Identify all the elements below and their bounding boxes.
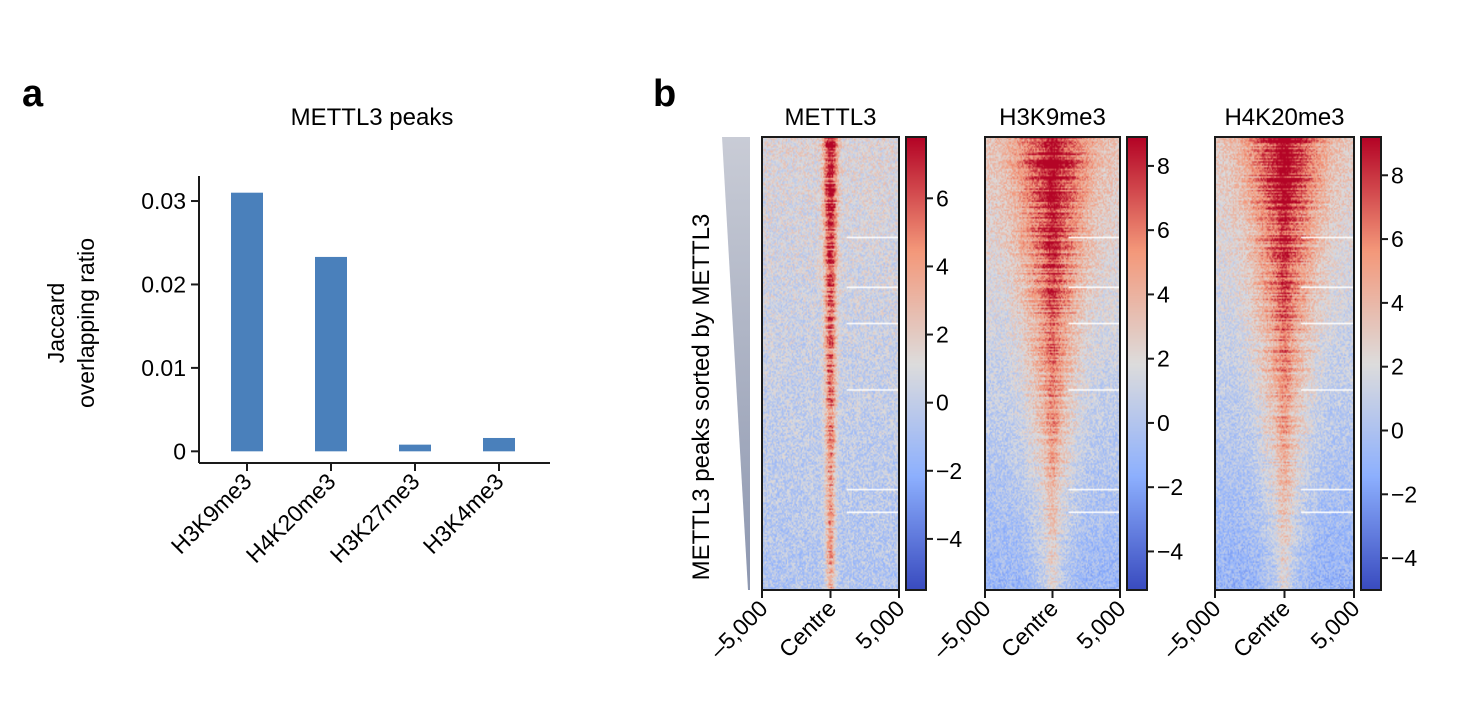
colorbar-tick-label: 8 xyxy=(1391,162,1404,188)
bar-chart: METTL3 peaks Jaccard overlapping ratio 0… xyxy=(43,104,550,568)
heatmap-x-tick-label: –5,000 xyxy=(704,595,772,663)
heatmap-x-tick-label: 5,000 xyxy=(1305,595,1364,654)
colorbar-frame xyxy=(1360,136,1382,591)
heatmap-panel-h4k20me3: H4K20me3 –5,000 Centre 5,000 −4 −2 0 2 4 6 8 xyxy=(1157,104,1417,663)
panel-label-b: b xyxy=(653,73,676,115)
bar-chart-ylabel-line-1: Jaccard xyxy=(43,283,69,364)
heatmap-x-tick-label: –5,000 xyxy=(1157,595,1225,663)
heatmap-x-tick-label: Centre xyxy=(1228,595,1295,662)
heatmap-image xyxy=(985,137,1120,590)
colorbar xyxy=(1361,137,1381,590)
bar-h4k20me3 xyxy=(315,256,347,452)
bar-h3k4me3 xyxy=(483,437,515,452)
heatmap-x-tick-label: Centre xyxy=(996,595,1063,662)
sort-order-wedge xyxy=(722,137,750,590)
heatmap-title: H4K20me3 xyxy=(1224,104,1344,131)
colorbar-tick-label: −4 xyxy=(1157,538,1183,564)
colorbar-frame xyxy=(1126,136,1148,591)
heatmap-section: METTL3 peaks sorted by METTL3 METTL3 –5,0… xyxy=(688,104,1417,663)
colorbar-tick-label: −2 xyxy=(1391,481,1417,507)
colorbar-tick-label: 4 xyxy=(1391,290,1404,316)
bar-y-tick-label: 0.03 xyxy=(141,188,186,214)
bar-h3k9me3 xyxy=(231,192,263,452)
bar-x-tick-label: H4K20me3 xyxy=(241,468,341,568)
bar-x-tick-label: H3K4me3 xyxy=(418,468,509,559)
colorbar-tick-label: 4 xyxy=(1157,281,1170,307)
colorbar-tick-label: −4 xyxy=(1391,545,1417,571)
panel-label-a: a xyxy=(22,73,44,115)
colorbar-tick-label: 2 xyxy=(1157,346,1170,372)
colorbar-tick-label: 6 xyxy=(936,185,949,211)
heatmap-title: METTL3 xyxy=(784,104,876,131)
heatmap-image xyxy=(762,137,899,590)
colorbar-tick-label: 0 xyxy=(1391,417,1404,443)
heatmap-row-axis-label: METTL3 peaks sorted by METTL3 xyxy=(688,214,715,581)
bar-x-tick-label: H3K9me3 xyxy=(166,468,257,559)
colorbar-frame xyxy=(905,136,927,591)
colorbar-tick-label: 4 xyxy=(936,253,949,279)
bar-y-tick-label: 0 xyxy=(173,438,186,464)
colorbar-tick-label: 0 xyxy=(936,390,949,416)
bar-chart-title: METTL3 peaks xyxy=(291,104,454,131)
colorbar xyxy=(1127,137,1147,590)
bar-x-tick-label: H3K27me3 xyxy=(325,468,425,568)
colorbar-tick-label: 8 xyxy=(1157,153,1170,179)
bar-h3k27me3 xyxy=(399,444,431,452)
heatmap-x-tick-label: 5,000 xyxy=(1071,595,1130,654)
heatmap-panel-h3k9me3: H3K9me3 –5,000 Centre 5,000 −4 −2 0 2 4 6 8 xyxy=(927,104,1183,663)
heatmap-title: H3K9me3 xyxy=(999,104,1106,131)
heatmap-image xyxy=(1215,137,1354,590)
colorbar-tick-label: −4 xyxy=(936,526,962,552)
colorbar-tick-label: 0 xyxy=(1157,410,1170,436)
colorbar xyxy=(906,137,926,590)
colorbar-tick-label: −2 xyxy=(936,458,962,484)
bar-y-tick-label: 0.02 xyxy=(141,271,186,297)
colorbar-tick-label: 6 xyxy=(1391,226,1404,252)
heatmap-x-tick-label: 5,000 xyxy=(850,595,909,654)
colorbar-tick-label: 2 xyxy=(936,322,949,348)
colorbar-tick-label: 6 xyxy=(1157,217,1170,243)
bar-y-tick-label: 0.01 xyxy=(141,355,186,381)
heatmap-x-tick-label: Centre xyxy=(774,595,841,662)
bar-chart-ylabel-line-2: overlapping ratio xyxy=(73,238,99,408)
heatmap-x-tick-label: –5,000 xyxy=(927,595,995,663)
colorbar-tick-label: −2 xyxy=(1157,474,1183,500)
colorbar-tick-label: 2 xyxy=(1391,354,1404,380)
